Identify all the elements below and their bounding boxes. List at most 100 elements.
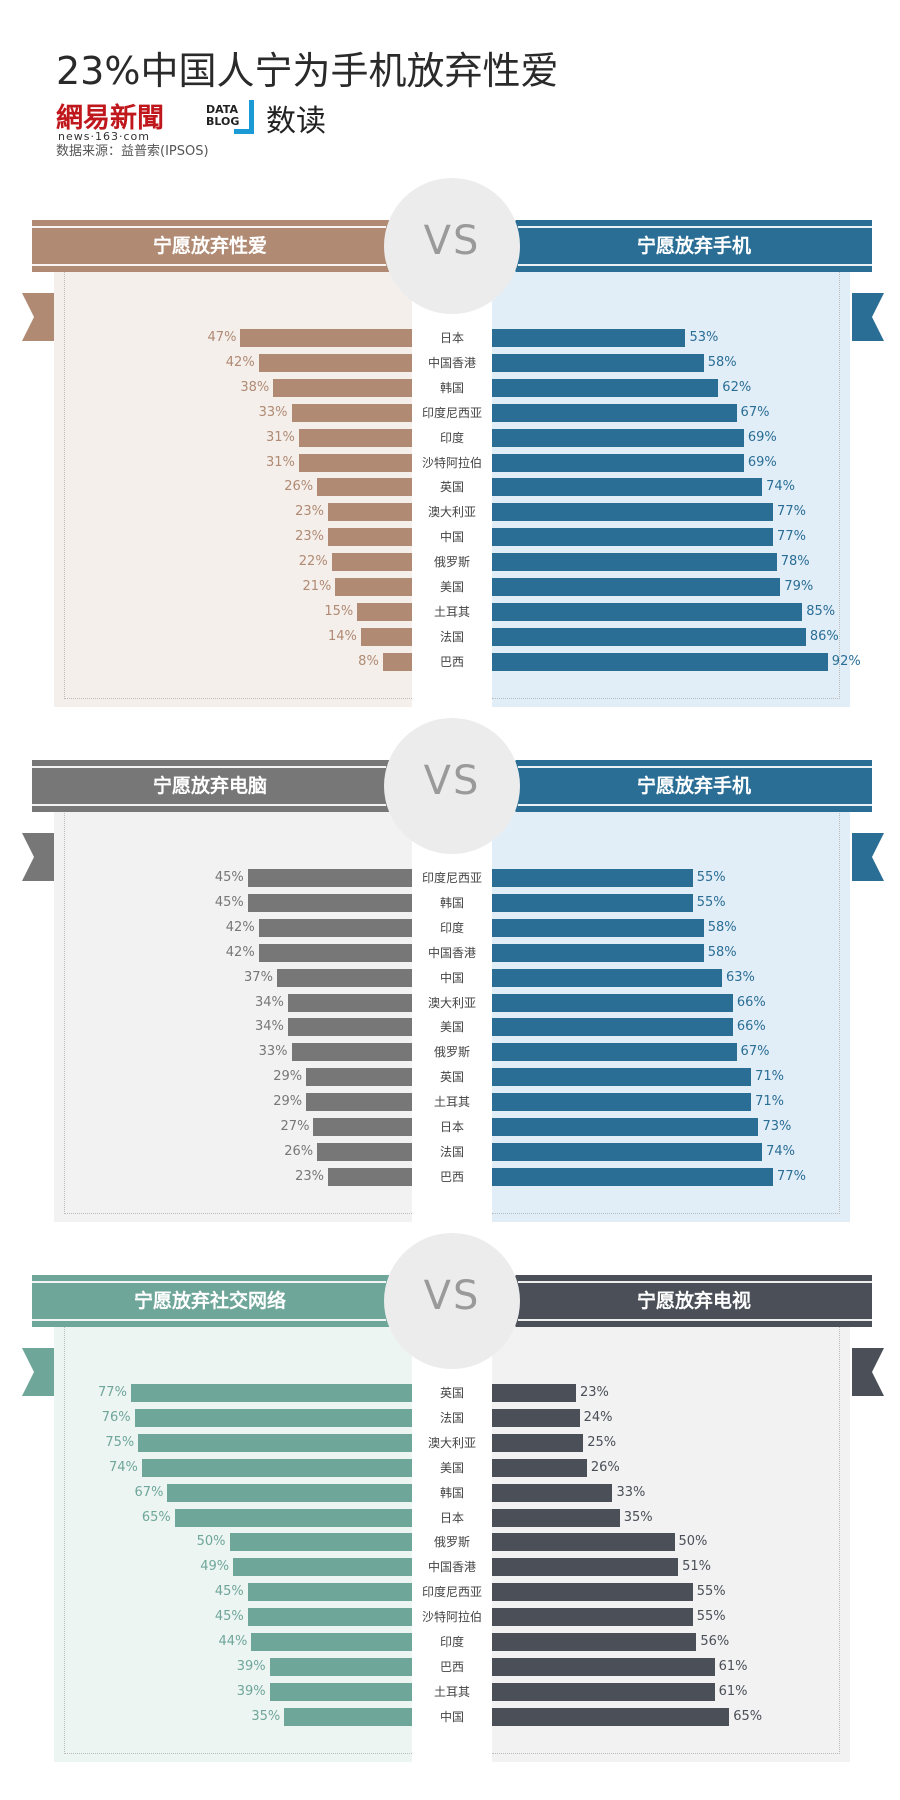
right-value-label: 86% [809, 628, 839, 644]
right-value-label: 65% [733, 1708, 763, 1724]
right-ribbon-title: 宁愿放弃手机 [636, 775, 751, 797]
right-value-label: 77% [777, 1168, 806, 1184]
data-row: 33% 俄罗斯 67% [0, 1042, 900, 1062]
right-value-label: 61% [718, 1683, 748, 1699]
left-bar [317, 1142, 412, 1161]
left-bar [167, 1483, 412, 1502]
right-value-label: 55% [696, 1584, 726, 1600]
right-value-label: 24% [583, 1409, 613, 1425]
left-value-label: 65% [141, 1509, 171, 1525]
right-bar [492, 1433, 584, 1452]
country-label: 英国 [439, 1386, 464, 1400]
left-ribbon-title: 宁愿放弃性爱 [152, 235, 267, 257]
country-label: 法国 [439, 1410, 464, 1425]
vs-label: VS [423, 1273, 481, 1319]
country-label: 法国 [439, 1144, 464, 1159]
right-bar [492, 503, 774, 522]
data-row: 76% 法国 24% [0, 1408, 900, 1428]
left-value-label: 45% [214, 1609, 244, 1625]
ribbon-rule [518, 226, 872, 228]
right-bar [492, 1018, 733, 1037]
data-row: 42% 印度 58% [0, 918, 900, 938]
right-value-label: 58% [707, 919, 737, 935]
left-bar [335, 578, 412, 596]
right-bar [492, 428, 744, 447]
data-row: 34% 澳大利亚 66% [0, 993, 900, 1013]
left-ribbon: 宁愿放弃电脑 [32, 760, 410, 812]
netease-news-logo: 網易新聞 [56, 103, 164, 134]
right-bar [492, 1707, 730, 1726]
right-bar [492, 1657, 715, 1676]
country-label: 韩国 [439, 895, 464, 910]
right-value-label: 69% [747, 454, 777, 470]
left-value-label: 14% [327, 628, 357, 644]
country-label: 中国 [439, 970, 464, 985]
left-bar [273, 378, 412, 397]
left-bar [134, 1408, 412, 1427]
left-bar [306, 1093, 412, 1112]
country-label: 印度尼西亚 [421, 871, 482, 885]
country-label: 日本 [439, 1510, 464, 1525]
right-ribbon-tail [852, 833, 884, 881]
left-bar [247, 893, 412, 912]
left-bar [287, 993, 412, 1012]
data-row: 49% 中国香港 51% [0, 1557, 900, 1577]
right-bar [492, 893, 693, 912]
right-bar [492, 1458, 587, 1477]
right-bar [492, 1533, 675, 1552]
left-value-label: 45% [214, 894, 244, 910]
left-value-label: 76% [101, 1409, 131, 1425]
left-value-label: 75% [105, 1434, 135, 1450]
left-value-label: 23% [295, 529, 325, 545]
left-value-label: 8% [358, 653, 379, 669]
right-value-label: 67% [740, 1044, 770, 1060]
country-label: 中国 [439, 1709, 464, 1724]
comparison-section: 宁愿放弃社交网络 宁愿放弃电视 VS 77% 英国 23% 76% 法国 24% 75% 澳大利亚 2… [0, 1233, 900, 1762]
data-row: 38% 韩国 62% [0, 378, 900, 398]
data-row: 65% 日本 35% [0, 1508, 900, 1528]
ribbon-rule [518, 1319, 872, 1321]
right-value-label: 85% [806, 603, 836, 619]
right-bar [492, 1633, 697, 1651]
right-value-label: 79% [784, 579, 814, 594]
left-bar [328, 528, 412, 547]
left-value-label: 23% [295, 504, 325, 520]
data-row: 26% 法国 74% [0, 1142, 900, 1162]
country-label: 中国香港 [427, 1560, 476, 1575]
left-value-label: 29% [273, 1094, 303, 1110]
right-bar [492, 403, 737, 422]
right-bar [492, 602, 803, 621]
right-bar [492, 1508, 620, 1527]
left-value-label: 21% [302, 579, 332, 594]
left-value-label: 34% [254, 1019, 284, 1035]
country-label: 日本 [439, 1120, 464, 1134]
country-label: 沙特阿拉伯 [421, 455, 482, 470]
left-ribbon: 宁愿放弃性爱 [32, 220, 410, 272]
left-value-label: 35% [251, 1708, 281, 1724]
right-value-label: 69% [747, 429, 777, 445]
country-label: 英国 [439, 480, 464, 495]
right-bar [492, 1068, 752, 1087]
data-row: 77% 英国 23% [0, 1383, 900, 1403]
left-value-label: 45% [214, 870, 244, 885]
data-row: 45% 印度尼西亚 55% [0, 1582, 900, 1602]
right-ribbon-tail [852, 293, 884, 341]
left-bar [287, 1018, 412, 1037]
data-row: 23% 中国 77% [0, 527, 900, 547]
vs-circle: VS [384, 178, 520, 314]
left-bar [258, 353, 412, 372]
right-value-label: 92% [831, 653, 861, 669]
right-value-label: 78% [780, 554, 810, 570]
left-value-label: 34% [254, 994, 284, 1010]
data-row: 33% 印度尼西亚 67% [0, 403, 900, 423]
data-row: 31% 沙特阿拉伯 69% [0, 453, 900, 473]
left-value-label: 26% [284, 479, 314, 495]
right-value-label: 23% [579, 1385, 609, 1400]
left-value-label: 77% [98, 1385, 127, 1400]
left-value-label: 44% [218, 1634, 248, 1649]
left-bar [328, 503, 412, 522]
left-bar [258, 943, 412, 962]
left-bar [233, 1558, 412, 1577]
left-bar [382, 652, 412, 671]
left-value-label: 49% [200, 1559, 230, 1575]
